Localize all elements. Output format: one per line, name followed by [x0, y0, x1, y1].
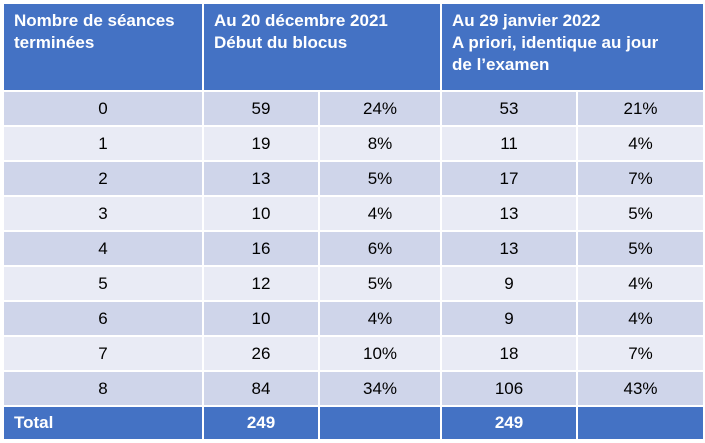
header-december-line1: Au 20 décembre 2021	[214, 11, 388, 30]
cell-jan-percent: 21%	[576, 90, 705, 127]
cell-seances: 8	[2, 370, 204, 407]
table-row: 7 26 10% 18 7%	[2, 335, 705, 372]
cell-dec-count: 59	[202, 90, 320, 127]
cell-seances: 4	[2, 230, 204, 267]
cell-dec-count: 12	[202, 265, 320, 302]
cell-dec-percent: 5%	[317, 265, 443, 302]
cell-dec-count: 19	[202, 125, 320, 162]
table-row: 3 10 4% 13 5%	[2, 195, 705, 232]
cell-dec-percent: 4%	[317, 195, 443, 232]
cell-jan-count: 18	[440, 335, 579, 372]
cell-jan-percent: 4%	[576, 300, 705, 337]
cell-dec-percent: 24%	[317, 90, 443, 127]
table-row: 4 16 6% 13 5%	[2, 230, 705, 267]
total-label: Total	[2, 405, 204, 441]
header-row: Nombre de séances terminées Au 20 décemb…	[2, 2, 705, 92]
cell-jan-percent: 7%	[576, 335, 705, 372]
header-december-line2: Début du blocus	[214, 33, 348, 52]
cell-dec-percent: 6%	[317, 230, 443, 267]
cell-jan-percent: 4%	[576, 265, 705, 302]
table-header: Nombre de séances terminées Au 20 décemb…	[2, 2, 705, 92]
cell-jan-count: 13	[440, 230, 579, 267]
table-footer: Total 249 249	[2, 405, 705, 441]
cell-jan-percent: 5%	[576, 195, 705, 232]
cell-dec-count: 13	[202, 160, 320, 197]
total-jan-percent-empty	[576, 405, 705, 441]
total-row: Total 249 249	[2, 405, 705, 441]
header-seances: Nombre de séances terminées	[2, 2, 204, 92]
cell-jan-percent: 4%	[576, 125, 705, 162]
total-jan-count: 249	[440, 405, 579, 441]
cell-dec-percent: 4%	[317, 300, 443, 337]
header-seances-line2: terminées	[14, 33, 95, 52]
table-row: 2 13 5% 17 7%	[2, 160, 705, 197]
table-row: 8 84 34% 106 43%	[2, 370, 705, 407]
table-row: 5 12 5% 9 4%	[2, 265, 705, 302]
header-january: Au 29 janvier 2022 A priori, identique a…	[440, 2, 705, 92]
cell-dec-count: 16	[202, 230, 320, 267]
cell-jan-count: 17	[440, 160, 579, 197]
cell-dec-count: 26	[202, 335, 320, 372]
cell-seances: 5	[2, 265, 204, 302]
header-january-line3: de l’examen	[452, 55, 550, 74]
table-row: 6 10 4% 9 4%	[2, 300, 705, 337]
cell-jan-percent: 43%	[576, 370, 705, 407]
cell-dec-count: 84	[202, 370, 320, 407]
header-december: Au 20 décembre 2021 Début du blocus	[201, 2, 443, 92]
cell-jan-count: 13	[440, 195, 579, 232]
cell-dec-percent: 8%	[317, 125, 443, 162]
cell-jan-percent: 7%	[576, 160, 705, 197]
table-row: 1 19 8% 11 4%	[2, 125, 705, 162]
cell-jan-count: 106	[440, 370, 579, 407]
table-row: 0 59 24% 53 21%	[2, 90, 705, 127]
cell-jan-count: 53	[440, 90, 579, 127]
cell-seances: 7	[2, 335, 204, 372]
total-dec-count: 249	[202, 405, 320, 441]
cell-dec-count: 10	[202, 300, 320, 337]
cell-jan-count: 11	[440, 125, 579, 162]
cell-jan-percent: 5%	[576, 230, 705, 267]
header-january-line2: A priori, identique au jour	[452, 33, 659, 52]
cell-dec-count: 10	[202, 195, 320, 232]
total-dec-percent-empty	[317, 405, 443, 441]
table-body: 0 59 24% 53 21% 1 19 8% 11 4% 2 13 5% 17…	[2, 90, 705, 407]
cell-seances: 6	[2, 300, 204, 337]
header-january-line1: Au 29 janvier 2022	[452, 11, 601, 30]
cell-jan-count: 9	[440, 300, 579, 337]
cell-dec-percent: 10%	[317, 335, 443, 372]
cell-jan-count: 9	[440, 265, 579, 302]
cell-dec-percent: 5%	[317, 160, 443, 197]
cell-dec-percent: 34%	[317, 370, 443, 407]
cell-seances: 0	[2, 90, 204, 127]
cell-seances: 2	[2, 160, 204, 197]
header-seances-line1: Nombre de séances	[14, 11, 175, 30]
cell-seances: 1	[2, 125, 204, 162]
cell-seances: 3	[2, 195, 204, 232]
